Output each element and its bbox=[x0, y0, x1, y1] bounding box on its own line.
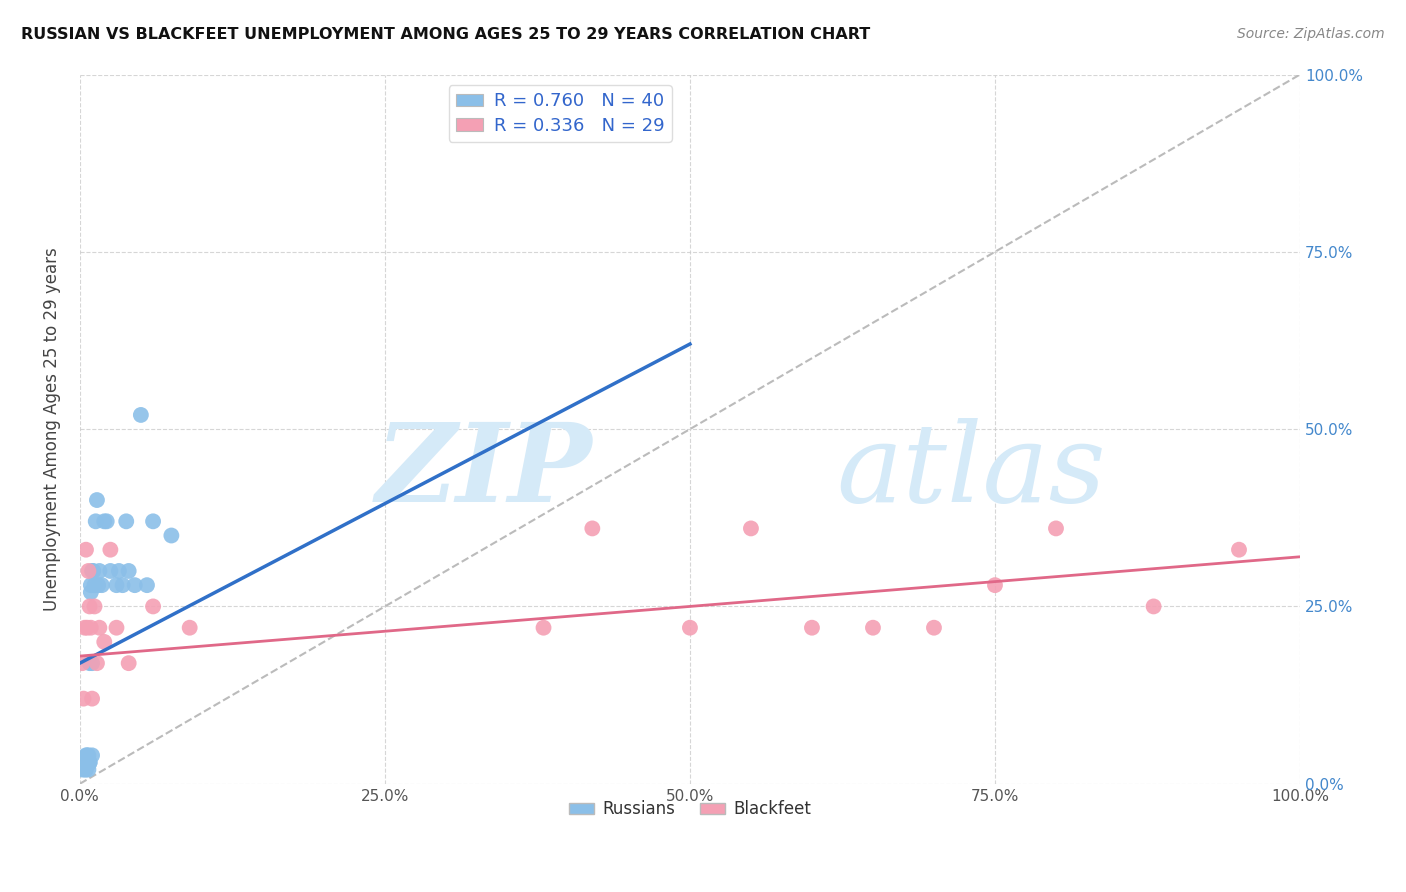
Point bbox=[79, 599, 101, 614]
Point bbox=[533, 621, 555, 635]
Point bbox=[922, 621, 945, 635]
Point bbox=[129, 408, 152, 422]
Point bbox=[76, 748, 98, 763]
Point bbox=[118, 564, 141, 578]
Point bbox=[76, 756, 98, 770]
Point bbox=[108, 564, 131, 578]
Point bbox=[73, 763, 96, 777]
Point bbox=[83, 599, 105, 614]
Point bbox=[79, 756, 101, 770]
Point bbox=[76, 621, 98, 635]
Point bbox=[79, 756, 101, 770]
Point bbox=[72, 756, 94, 770]
Point bbox=[111, 578, 134, 592]
Point bbox=[105, 578, 128, 592]
Point bbox=[800, 621, 823, 635]
Point bbox=[83, 578, 105, 592]
Point bbox=[740, 521, 762, 535]
Point bbox=[679, 621, 702, 635]
Point bbox=[179, 621, 201, 635]
Point bbox=[75, 763, 97, 777]
Point bbox=[96, 514, 118, 528]
Point bbox=[142, 599, 165, 614]
Point bbox=[984, 578, 1007, 592]
Point bbox=[80, 578, 103, 592]
Point bbox=[160, 528, 183, 542]
Point bbox=[80, 585, 103, 599]
Legend: Russians, Blackfeet: Russians, Blackfeet bbox=[562, 794, 818, 825]
Point bbox=[1227, 542, 1250, 557]
Text: atlas: atlas bbox=[837, 418, 1107, 525]
Point bbox=[80, 656, 103, 670]
Point bbox=[100, 564, 122, 578]
Point bbox=[75, 748, 97, 763]
Point bbox=[124, 578, 146, 592]
Point bbox=[115, 514, 138, 528]
Point bbox=[79, 656, 101, 670]
Point bbox=[77, 756, 100, 770]
Point bbox=[1045, 521, 1067, 535]
Point bbox=[77, 564, 100, 578]
Point bbox=[80, 564, 103, 578]
Point bbox=[72, 691, 94, 706]
Point bbox=[82, 564, 104, 578]
Point bbox=[90, 578, 112, 592]
Point bbox=[72, 656, 94, 670]
Point bbox=[77, 763, 100, 777]
Point bbox=[87, 578, 110, 592]
Text: Source: ZipAtlas.com: Source: ZipAtlas.com bbox=[1237, 27, 1385, 41]
Point bbox=[73, 621, 96, 635]
Text: RUSSIAN VS BLACKFEET UNEMPLOYMENT AMONG AGES 25 TO 29 YEARS CORRELATION CHART: RUSSIAN VS BLACKFEET UNEMPLOYMENT AMONG … bbox=[21, 27, 870, 42]
Point bbox=[86, 493, 108, 508]
Point bbox=[77, 748, 100, 763]
Y-axis label: Unemployment Among Ages 25 to 29 years: Unemployment Among Ages 25 to 29 years bbox=[44, 247, 60, 611]
Text: ZIP: ZIP bbox=[375, 418, 592, 525]
Point bbox=[100, 542, 122, 557]
Point bbox=[118, 656, 141, 670]
Point bbox=[84, 514, 107, 528]
Point bbox=[80, 748, 103, 763]
Point bbox=[581, 521, 603, 535]
Point bbox=[80, 621, 103, 635]
Point bbox=[136, 578, 159, 592]
Point bbox=[73, 756, 96, 770]
Point bbox=[75, 756, 97, 770]
Point bbox=[75, 542, 97, 557]
Point bbox=[72, 763, 94, 777]
Point bbox=[1142, 599, 1164, 614]
Point bbox=[142, 514, 165, 528]
Point bbox=[93, 514, 115, 528]
Point bbox=[105, 621, 128, 635]
Point bbox=[80, 691, 103, 706]
Point bbox=[93, 635, 115, 649]
Point bbox=[86, 656, 108, 670]
Point bbox=[89, 564, 111, 578]
Point bbox=[89, 621, 111, 635]
Point bbox=[862, 621, 884, 635]
